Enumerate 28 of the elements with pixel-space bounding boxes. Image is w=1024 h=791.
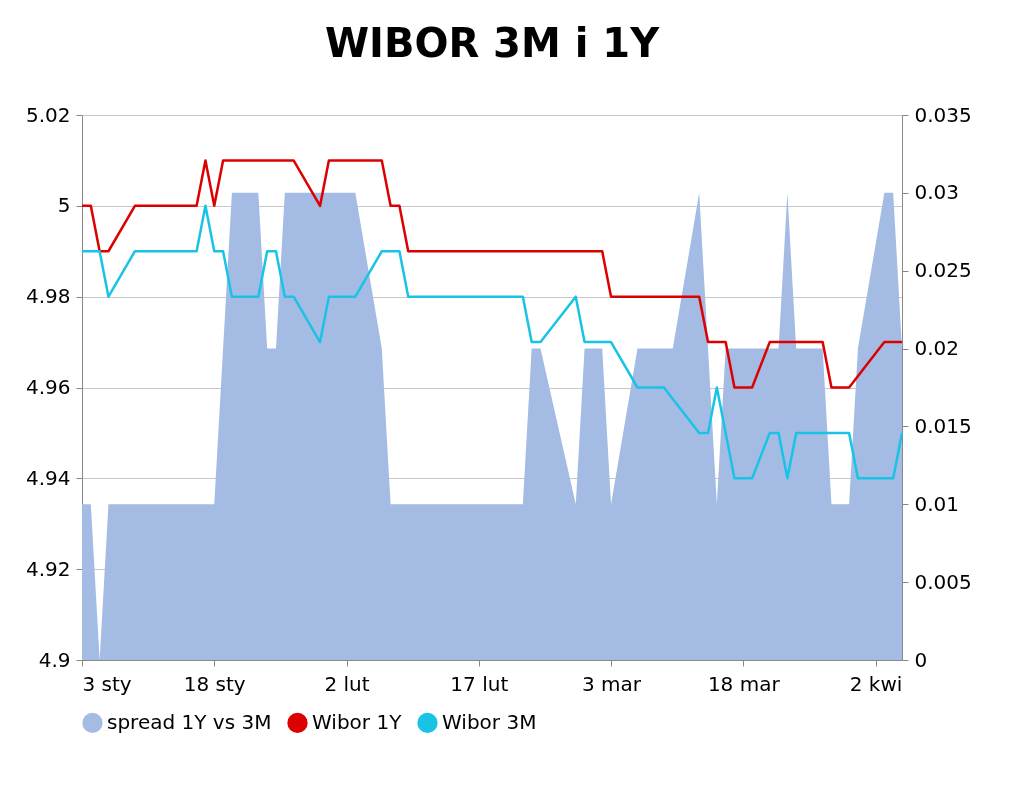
legend-label: Wibor 1Y xyxy=(312,709,403,734)
y-tick-label: 5 xyxy=(57,193,71,218)
x-tick-label: 3 sty xyxy=(82,671,132,696)
y2-tick-label: 0.025 xyxy=(914,258,972,283)
x-tick-label: 2 kwi xyxy=(849,671,903,696)
line-series xyxy=(80,204,904,480)
line-series xyxy=(80,159,904,389)
y2-tick-label: 0.03 xyxy=(914,180,960,205)
y-tick-label: 4.98 xyxy=(25,284,71,309)
x-tick-label: 18 sty xyxy=(183,671,246,696)
y-tick-label: 5.02 xyxy=(25,102,71,127)
x-tick-label: 18 mar xyxy=(707,671,781,696)
y-tick-label: 4.96 xyxy=(25,375,71,399)
chart-title: WIBOR 3M i 1Y xyxy=(324,20,661,66)
y2-tick-label: 0.035 xyxy=(914,102,972,127)
y2-tick-label: 0.01 xyxy=(914,491,960,516)
y-tick-label: 4.92 xyxy=(25,556,71,581)
y-tick-label: 4.94 xyxy=(25,465,71,490)
y2-tick-label: 0 xyxy=(914,647,928,672)
legend-label: Wibor 3M xyxy=(442,709,537,734)
y2-tick-label: 0.015 xyxy=(914,413,972,438)
legend-label: spread 1Y vs 3M xyxy=(107,709,272,734)
x-tick-label: 3 mar xyxy=(582,671,642,696)
x-tick-label: 2 lut xyxy=(324,671,370,696)
y2-tick-label: 0.005 xyxy=(914,569,972,594)
x-tick-label: 17 lut xyxy=(450,671,509,696)
y2-tick-label: 0.02 xyxy=(914,336,960,361)
y-tick-label: 4.9 xyxy=(38,647,71,672)
